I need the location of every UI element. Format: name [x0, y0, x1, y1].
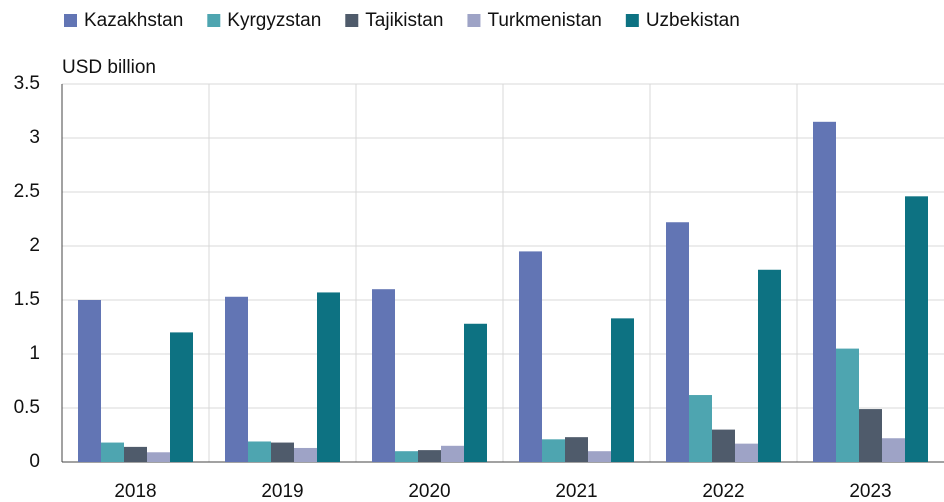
legend-label: Kazakhstan: [84, 10, 183, 31]
bar: [248, 441, 271, 462]
bar: [124, 446, 147, 462]
bar: [611, 318, 634, 462]
bar: [859, 409, 882, 462]
legend-swatch: [207, 14, 221, 27]
y-tick-label: 1: [29, 343, 40, 364]
bar: [464, 323, 487, 462]
bar: [78, 300, 101, 462]
bar: [836, 348, 859, 462]
y-tick-label: 3.5: [14, 73, 40, 94]
bar: [689, 395, 712, 462]
y-tick-label: 1.5: [14, 289, 40, 310]
bar: [372, 289, 395, 462]
bar: [882, 438, 905, 462]
bar: [905, 196, 928, 462]
bar: [317, 292, 340, 462]
bar: [147, 452, 170, 462]
y-tick-label: 0.5: [14, 397, 40, 418]
y-axis-label: USD billion: [62, 57, 156, 78]
bar: [395, 451, 418, 462]
legend-label: Tajikistan: [365, 10, 443, 31]
legend-label: Kyrgyzstan: [227, 10, 321, 31]
bar: [735, 443, 758, 462]
legend-label: Turkmenistan: [487, 10, 601, 31]
y-tick-label: 2.5: [14, 181, 40, 202]
bar: [170, 332, 193, 462]
x-tick-label: 2022: [702, 481, 744, 502]
legend-swatch: [64, 14, 77, 27]
legend-swatch: [467, 14, 481, 27]
bar: [441, 445, 464, 462]
bar: [225, 296, 248, 462]
x-tick-label: 2021: [555, 481, 597, 502]
bar: [758, 269, 781, 462]
legend-swatch: [625, 14, 639, 27]
y-tick-label: 0: [29, 451, 40, 472]
bar: [418, 450, 441, 462]
x-tick-label: 2020: [408, 481, 450, 502]
x-tick-label: 2019: [261, 481, 303, 502]
x-tick-label: 2018: [114, 481, 156, 502]
y-tick-label: 2: [29, 235, 40, 256]
legend-swatch: [345, 14, 359, 27]
bar: [588, 451, 611, 462]
y-tick-label: 3: [29, 127, 40, 148]
bar: [813, 121, 836, 463]
legend-label: Uzbekistan: [646, 10, 740, 31]
bar: [666, 222, 689, 462]
bar: [519, 251, 542, 462]
bar: [271, 442, 294, 462]
bar: [294, 447, 317, 462]
x-tick-label: 2023: [849, 481, 891, 502]
bar: [712, 429, 735, 462]
bar: [101, 442, 124, 462]
bar: [542, 439, 565, 462]
bar: [565, 437, 588, 462]
